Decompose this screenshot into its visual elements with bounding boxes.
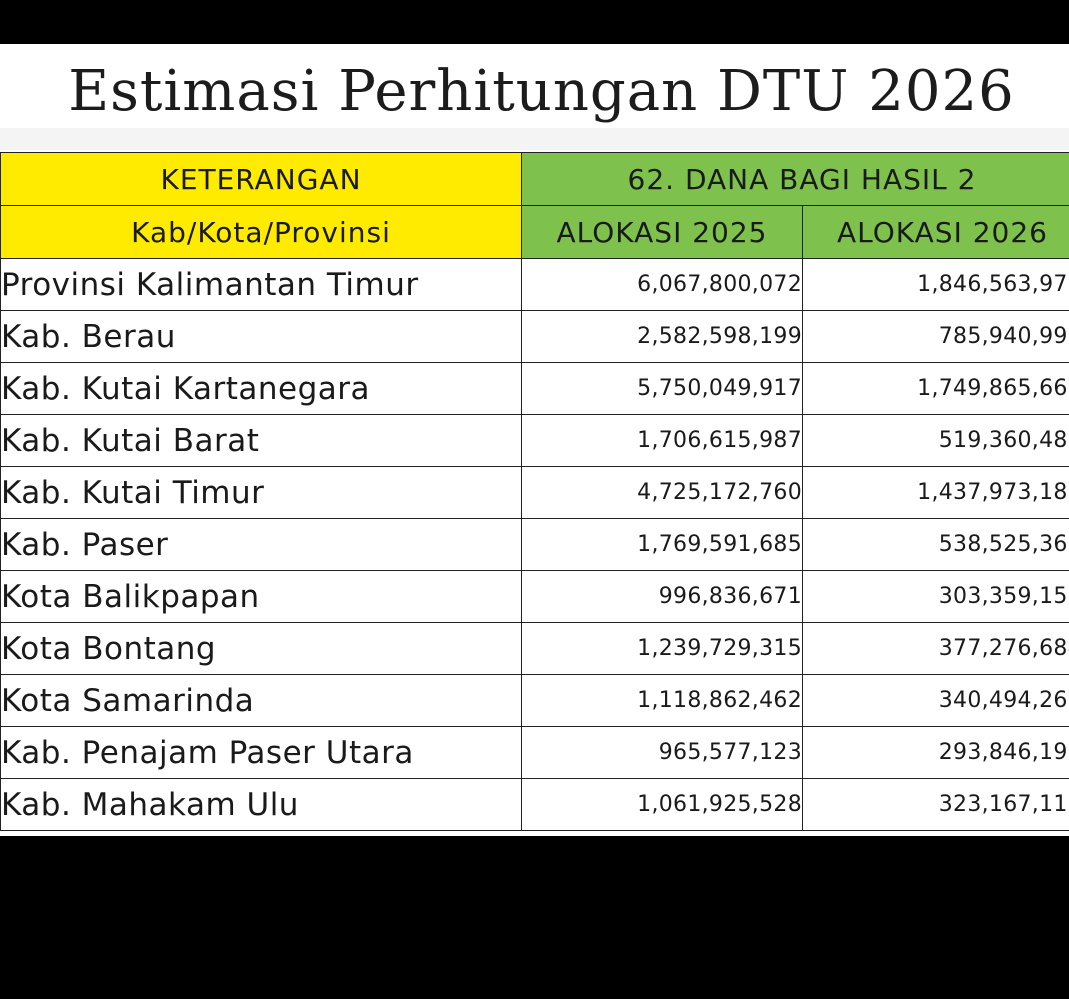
alokasi-2025-value: 965,577,123 [521, 726, 803, 779]
table-row: Kab. Mahakam Ulu 1,061,925,528 323,167,1… [0, 778, 1069, 831]
alokasi-2026-value: 1,846,563,976 [802, 258, 1069, 311]
alokasi-2025-value: 1,239,729,315 [521, 622, 803, 675]
header-alokasi-2026: ALOKASI 2026 [802, 205, 1069, 259]
header-alokasi-2025: ALOKASI 2025 [521, 205, 803, 259]
header-row-1: KETERANGAN 62. DANA BAGI HASIL 2 [0, 152, 1069, 206]
alokasi-2026-value: 538,525,366 [802, 518, 1069, 571]
table-row: Provinsi Kalimantan Timur 6,067,800,072 … [0, 258, 1069, 311]
alokasi-2026-value: 785,940,990 [802, 310, 1069, 363]
header-dana-bagi-hasil: 62. DANA BAGI HASIL 2 [521, 152, 1069, 206]
alokasi-2025-value: 1,769,591,685 [521, 518, 803, 571]
alokasi-2025-value: 6,067,800,072 [521, 258, 803, 311]
table-row: Kab. Penajam Paser Utara 965,577,123 293… [0, 726, 1069, 779]
alokasi-2026-value: 303,359,152 [802, 570, 1069, 623]
alokasi-2025-value: 5,750,049,917 [521, 362, 803, 415]
alokasi-2026-value: 377,276,684 [802, 622, 1069, 675]
region-name: Kota Samarinda [0, 674, 522, 727]
alokasi-2026-value: 323,167,112 [802, 778, 1069, 831]
alokasi-2026-value: 519,360,487 [802, 414, 1069, 467]
page-title: Estimasi Perhitungan DTU 2026 [68, 59, 1015, 124]
region-name: Kab. Berau [0, 310, 522, 363]
alokasi-2026-value: 340,494,263 [802, 674, 1069, 727]
region-name: Kab. Kutai Kartanegara [0, 362, 522, 415]
region-name: Kota Balikpapan [0, 570, 522, 623]
region-name: Kab. Kutai Timur [0, 466, 522, 519]
empty-row [0, 128, 1069, 150]
table-row: Kota Balikpapan 996,836,671 303,359,152 [0, 570, 1069, 623]
spreadsheet-sheet: Estimasi Perhitungan DTU 2026 KETERANGAN… [0, 44, 1069, 836]
region-name: Kab. Penajam Paser Utara [0, 726, 522, 779]
alokasi-2025-value: 2,582,598,199 [521, 310, 803, 363]
table-row: Kab. Kutai Kartanegara 5,750,049,917 1,7… [0, 362, 1069, 415]
header-row-2: Kab/Kota/Provinsi ALOKASI 2025 ALOKASI 2… [0, 205, 1069, 259]
header-kab-kota-provinsi: Kab/Kota/Provinsi [0, 205, 522, 259]
table-row: Kota Bontang 1,239,729,315 377,276,684 [0, 622, 1069, 675]
region-name: Kota Bontang [0, 622, 522, 675]
dtu-table: KETERANGAN 62. DANA BAGI HASIL 2 Kab/Kot… [0, 152, 1069, 831]
alokasi-2026-value: 1,437,973,185 [802, 466, 1069, 519]
region-name: Kab. Mahakam Ulu [0, 778, 522, 831]
table-row: Kota Samarinda 1,118,862,462 340,494,263 [0, 674, 1069, 727]
region-name: Kab. Kutai Barat [0, 414, 522, 467]
alokasi-2026-value: 1,749,865,669 [802, 362, 1069, 415]
table-row: Kab. Kutai Barat 1,706,615,987 519,360,4… [0, 414, 1069, 467]
alokasi-2025-value: 1,706,615,987 [521, 414, 803, 467]
table-row: Kab. Berau 2,582,598,199 785,940,990 [0, 310, 1069, 363]
table-row: Kab. Kutai Timur 4,725,172,760 1,437,973… [0, 466, 1069, 519]
header-keterangan: KETERANGAN [0, 152, 522, 206]
alokasi-2025-value: 996,836,671 [521, 570, 803, 623]
table-row: Kab. Paser 1,769,591,685 538,525,366 [0, 518, 1069, 571]
alokasi-2026-value: 293,846,190 [802, 726, 1069, 779]
region-name: Provinsi Kalimantan Timur [0, 258, 522, 311]
region-name: Kab. Paser [0, 518, 522, 571]
alokasi-2025-value: 4,725,172,760 [521, 466, 803, 519]
alokasi-2025-value: 1,118,862,462 [521, 674, 803, 727]
alokasi-2025-value: 1,061,925,528 [521, 778, 803, 831]
